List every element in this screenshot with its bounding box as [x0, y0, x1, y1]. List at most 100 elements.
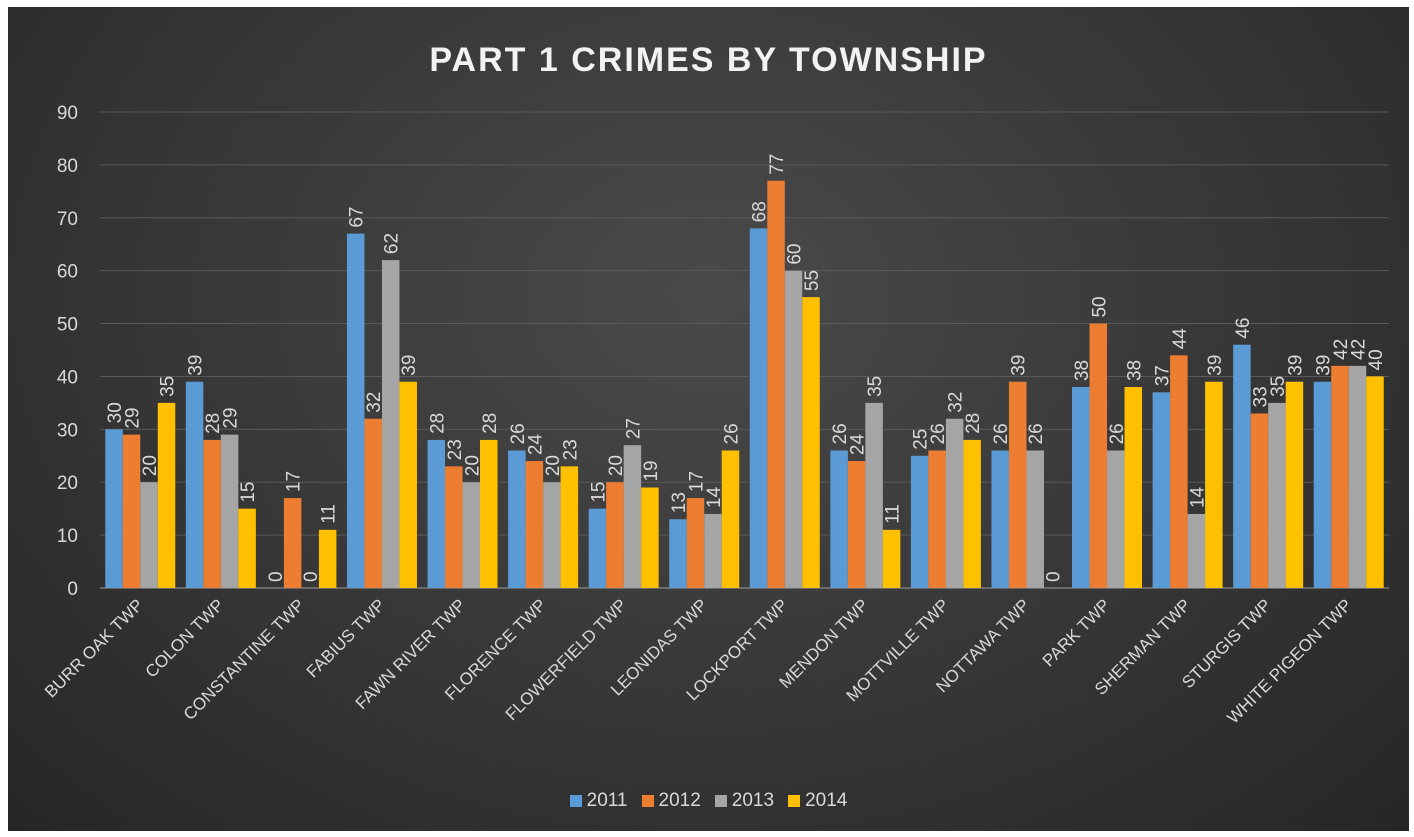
bar	[560, 466, 579, 588]
legend-item: 2011	[569, 790, 628, 812]
legend-label: 2013	[731, 790, 775, 811]
data-label: 26	[928, 423, 949, 444]
bar	[445, 466, 463, 588]
data-label: 29	[221, 407, 242, 428]
bar	[767, 180, 785, 588]
data-label: 20	[140, 455, 161, 476]
data-label: 42	[1348, 339, 1369, 360]
data-label: 14	[704, 486, 725, 508]
bar	[157, 402, 176, 588]
y-tick-label: 0	[67, 579, 78, 600]
data-label: 20	[606, 455, 627, 476]
y-tick-label: 90	[57, 103, 78, 124]
bar	[364, 418, 382, 588]
bar	[669, 519, 687, 588]
legend-item: 2012	[641, 790, 701, 812]
bar	[1124, 387, 1143, 588]
data-label: 38	[1072, 360, 1093, 381]
bar	[427, 439, 446, 588]
data-label: 19	[641, 460, 662, 481]
data-label: 29	[123, 407, 144, 428]
bar	[238, 508, 256, 588]
bar	[185, 381, 204, 588]
legend-item: 2014	[788, 790, 847, 812]
data-label: 24	[525, 433, 546, 455]
bar	[122, 434, 141, 588]
legend-item: 2013	[714, 790, 775, 812]
bar	[220, 434, 239, 588]
bar	[963, 439, 981, 588]
bar	[140, 482, 158, 588]
bar	[784, 270, 803, 588]
bar	[1187, 513, 1206, 588]
legend-label: 2012	[658, 790, 701, 811]
data-label: 28	[203, 413, 224, 434]
y-tick-label: 30	[57, 420, 78, 441]
x-tick-label: PARK TWP	[1039, 595, 1114, 670]
data-label: 26	[721, 423, 742, 444]
bar	[588, 508, 607, 588]
data-label: 39	[399, 355, 420, 376]
data-label: 30	[105, 402, 126, 423]
data-label: 67	[347, 207, 368, 228]
data-label: 28	[480, 413, 501, 434]
legend: 2011 2012 2013 2014	[8, 790, 1409, 812]
data-label: 39	[1205, 355, 1226, 376]
bar	[1170, 355, 1188, 588]
bar	[830, 450, 848, 588]
data-label: 27	[623, 418, 644, 439]
data-label: 0	[1044, 571, 1065, 582]
data-label: 15	[238, 482, 259, 503]
bar	[882, 529, 901, 588]
bar	[480, 439, 498, 588]
data-label: 39	[1285, 355, 1306, 376]
data-label: 20	[543, 455, 564, 476]
data-label: 23	[560, 439, 581, 460]
data-label: 35	[158, 376, 179, 397]
data-label: 38	[1124, 360, 1145, 381]
x-tick-label: COLON TWP	[142, 595, 228, 681]
bar	[802, 297, 820, 588]
data-label: 32	[364, 392, 385, 413]
data-label: 26	[508, 423, 529, 444]
chart-area: PART 1 CRIMES BY TOWNSHIP 0 10 20 30 40 50 60 7…	[8, 7, 1409, 831]
data-label: 39	[1313, 355, 1334, 376]
data-label: 77	[767, 154, 788, 175]
y-tick-label: 80	[57, 156, 78, 177]
bar	[1026, 450, 1044, 588]
data-label: 13	[669, 492, 690, 513]
bar	[508, 450, 526, 588]
bar	[928, 450, 946, 588]
data-label: 37	[1152, 365, 1173, 386]
y-tick-label: 20	[57, 473, 78, 494]
bar	[543, 482, 561, 588]
data-label: 26	[1107, 423, 1128, 444]
data-label: 35	[865, 376, 886, 397]
bar	[865, 402, 883, 588]
y-tick-label: 50	[57, 315, 78, 336]
bar	[346, 233, 365, 588]
bar	[721, 450, 740, 588]
legend-label: 2011	[586, 790, 628, 811]
data-label: 0	[266, 571, 287, 582]
bar	[381, 260, 400, 588]
legend-swatch	[788, 795, 801, 807]
bar	[686, 498, 705, 588]
legend-swatch	[714, 795, 727, 807]
bar	[318, 529, 337, 588]
bar	[704, 513, 722, 588]
data-label: 26	[991, 423, 1012, 444]
y-tick-label: 60	[57, 262, 78, 283]
bar	[623, 445, 642, 588]
data-label: 23	[445, 439, 466, 460]
data-label: 11	[883, 504, 904, 524]
data-label: 26	[1026, 423, 1047, 444]
bar	[399, 381, 417, 588]
data-label: 32	[946, 392, 967, 413]
bar	[283, 498, 302, 588]
data-label: 24	[848, 433, 869, 455]
data-label: 15	[588, 482, 609, 503]
data-label: 40	[1366, 349, 1387, 370]
data-label: 55	[802, 270, 823, 291]
